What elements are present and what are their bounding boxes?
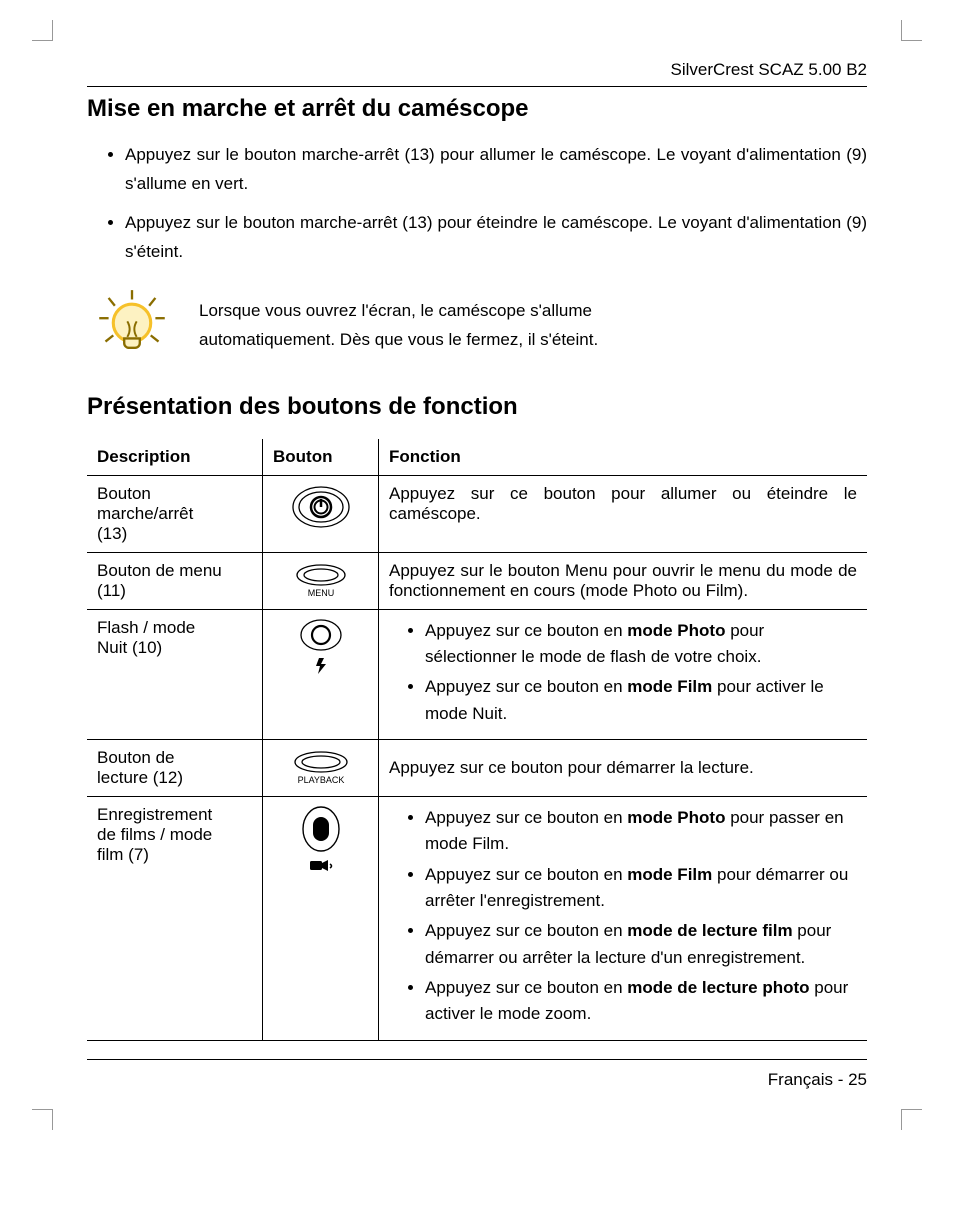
cell-function: Appuyez sur ce bouton en mode Photo pour… (379, 796, 868, 1040)
cell-description: Bouton marche/arrêt (13) (87, 475, 263, 552)
table-row: Flash / mode Nuit (10) Appuyez sur ce bo… (87, 609, 867, 739)
running-header: SilverCrest SCAZ 5.00 B2 (87, 60, 867, 87)
section-title-2: Présentation des boutons de fonction (87, 393, 867, 421)
table-row: Bouton de lecture (12) PLAYBACK Appuyez … (87, 739, 867, 796)
table-row: Bouton marche/arrêt (13) Appuyez sur ce … (87, 475, 867, 552)
desc-line: film (7) (97, 845, 149, 864)
cropmark (32, 1109, 53, 1130)
table-row: Bouton de menu (11) MENU Appuyez sur le … (87, 552, 867, 609)
menu-button-icon: MENU (291, 561, 351, 601)
cell-function: Appuyez sur le bouton Menu pour ouvrir l… (379, 552, 868, 609)
cell-function: Appuyez sur ce bouton pour allumer ou ét… (379, 475, 868, 552)
desc-line: (13) (97, 524, 127, 543)
desc-line: Enregistrement (97, 805, 212, 824)
cropmark (901, 20, 922, 41)
desc-line: Bouton (97, 484, 151, 503)
cell-description: Bouton de lecture (12) (87, 739, 263, 796)
desc-line: marche/arrêt (97, 504, 193, 523)
tip-line: Lorsque vous ouvrez l'écran, le caméscop… (199, 297, 598, 326)
tip-line: automatiquement. Dès que vous le fermez,… (199, 326, 598, 355)
cell-function: Appuyez sur ce bouton pour démarrer la l… (379, 739, 868, 796)
cell-description: Flash / mode Nuit (10) (87, 609, 263, 739)
th-function: Fonction (379, 439, 868, 476)
section-title-1: Mise en marche et arrêt du caméscope (87, 95, 867, 123)
body-bullet: Appuyez sur le bouton marche-arrêt (13) … (125, 209, 867, 267)
cropmark (901, 1109, 922, 1130)
page-footer: Français - 25 (87, 1059, 867, 1090)
page: SilverCrest SCAZ 5.00 B2 Mise en marche … (87, 60, 867, 1090)
cell-description: Bouton de menu (11) (87, 552, 263, 609)
desc-line: Bouton de menu (97, 561, 222, 580)
cell-function: Appuyez sur ce bouton en mode Photo pour… (379, 609, 868, 739)
desc-line: lecture (12) (97, 768, 183, 787)
desc-line: Flash / mode (97, 618, 195, 637)
body-bullet-list: Appuyez sur le bouton marche-arrêt (13) … (87, 141, 867, 267)
lightbulb-icon (93, 287, 171, 365)
fn-bullet: Appuyez sur ce bouton en mode de lecture… (425, 975, 857, 1028)
flash-button-icon (296, 618, 346, 674)
fn-bullet: Appuyez sur ce bouton en mode Photo pour… (425, 618, 857, 671)
cell-button-icon: MENU (263, 552, 379, 609)
th-description: Description (87, 439, 263, 476)
fn-bullet: Appuyez sur ce bouton en mode de lecture… (425, 918, 857, 971)
cell-description: Enregistrement de films / mode film (7) (87, 796, 263, 1040)
power-button-icon (291, 484, 351, 530)
cell-button-icon (263, 609, 379, 739)
desc-line: Bouton de (97, 748, 175, 767)
cell-button-icon (263, 796, 379, 1040)
body-bullet: Appuyez sur le bouton marche-arrêt (13) … (125, 141, 867, 199)
th-button: Bouton (263, 439, 379, 476)
cell-button-icon: PLAYBACK (263, 739, 379, 796)
playback-label: PLAYBACK (297, 775, 344, 785)
record-button-icon (296, 805, 346, 877)
table-row: Enregistrement de films / mode film (7) (87, 796, 867, 1040)
desc-line: (11) (97, 581, 126, 600)
fn-bullet: Appuyez sur ce bouton en mode Photo pour… (425, 805, 857, 858)
tip-callout: Lorsque vous ouvrez l'écran, le caméscop… (93, 287, 867, 365)
desc-line: de films / mode (97, 825, 212, 844)
menu-label: MENU (307, 588, 334, 598)
cropmark (32, 20, 53, 41)
desc-line: Nuit (10) (97, 638, 162, 657)
fn-bullet: Appuyez sur ce bouton en mode Film pour … (425, 674, 857, 727)
cell-button-icon (263, 475, 379, 552)
playback-button-icon: PLAYBACK (287, 748, 355, 788)
function-table: Description Bouton Fonction Bouton march… (87, 439, 867, 1041)
tip-text: Lorsque vous ouvrez l'écran, le caméscop… (199, 297, 598, 355)
fn-bullet: Appuyez sur ce bouton en mode Film pour … (425, 862, 857, 915)
